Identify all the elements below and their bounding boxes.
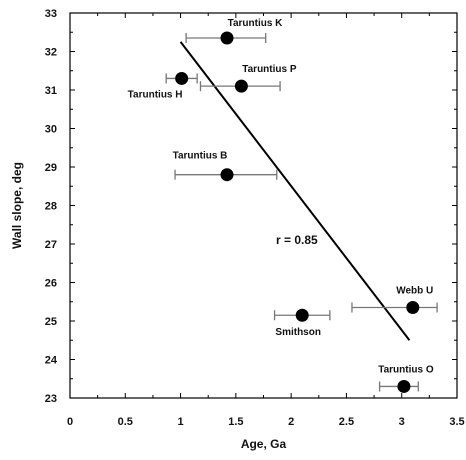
x-tick-label: 3.5	[449, 416, 464, 428]
axes: 0 0.5 1 1.5 2 2.5 3 3.5 23 24 25 26 27 28 29 30 31 32 33	[45, 8, 465, 428]
y-tick-label: 25	[45, 316, 57, 328]
data-points	[165, 31, 438, 393]
data-point	[199, 79, 281, 93]
data-point	[165, 71, 198, 85]
y-tick-label: 31	[45, 85, 57, 97]
data-point	[351, 301, 438, 315]
y-tick-label: 33	[45, 8, 57, 20]
x-tick-label: 2	[288, 416, 294, 428]
x-tick-label: 3	[399, 416, 405, 428]
data-marker	[220, 168, 234, 182]
x-tick-label: 2.5	[339, 416, 354, 428]
regression-line-group	[179, 41, 411, 341]
regression-line	[179, 41, 411, 341]
data-point	[273, 308, 331, 322]
point-label: Taruntius P	[242, 64, 297, 75]
x-tick-label: 1	[178, 416, 184, 428]
point-label: Taruntius H	[128, 89, 183, 100]
data-marker	[397, 379, 411, 393]
data-point	[185, 31, 267, 45]
data-marker	[175, 71, 189, 85]
y-tick-label: 30	[45, 124, 57, 136]
x-axis-title: Age, Ga	[241, 437, 287, 451]
y-tick-label: 28	[45, 201, 57, 213]
y-tick-label: 27	[45, 239, 57, 251]
y-tick-label: 24	[45, 355, 58, 367]
data-marker	[234, 79, 248, 93]
point-label: Smithson	[275, 327, 321, 338]
point-label: Taruntius O	[378, 364, 434, 375]
data-marker	[406, 301, 420, 315]
data-marker	[295, 308, 309, 322]
correlation-annotation: r = 0.85	[276, 233, 318, 247]
y-axis-title: Wall slope, deg	[10, 162, 24, 249]
data-point	[174, 168, 278, 182]
point-labels: Taruntius K Taruntius H Taruntius P Tarunti…	[128, 18, 434, 375]
x-tick-label: 0	[67, 416, 73, 428]
x-tick-label: 0.5	[118, 416, 133, 428]
point-label: Taruntius B	[173, 151, 228, 162]
y-tick-label: 26	[45, 278, 57, 290]
x-tick-label: 1.5	[228, 416, 243, 428]
y-tick-label: 29	[45, 162, 57, 174]
y-tick-label: 32	[45, 47, 57, 59]
point-label: Webb U	[396, 286, 433, 297]
y-tick-label: 23	[45, 393, 57, 405]
data-point	[378, 379, 419, 393]
point-label: Taruntius K	[228, 18, 284, 29]
data-marker	[220, 31, 234, 45]
